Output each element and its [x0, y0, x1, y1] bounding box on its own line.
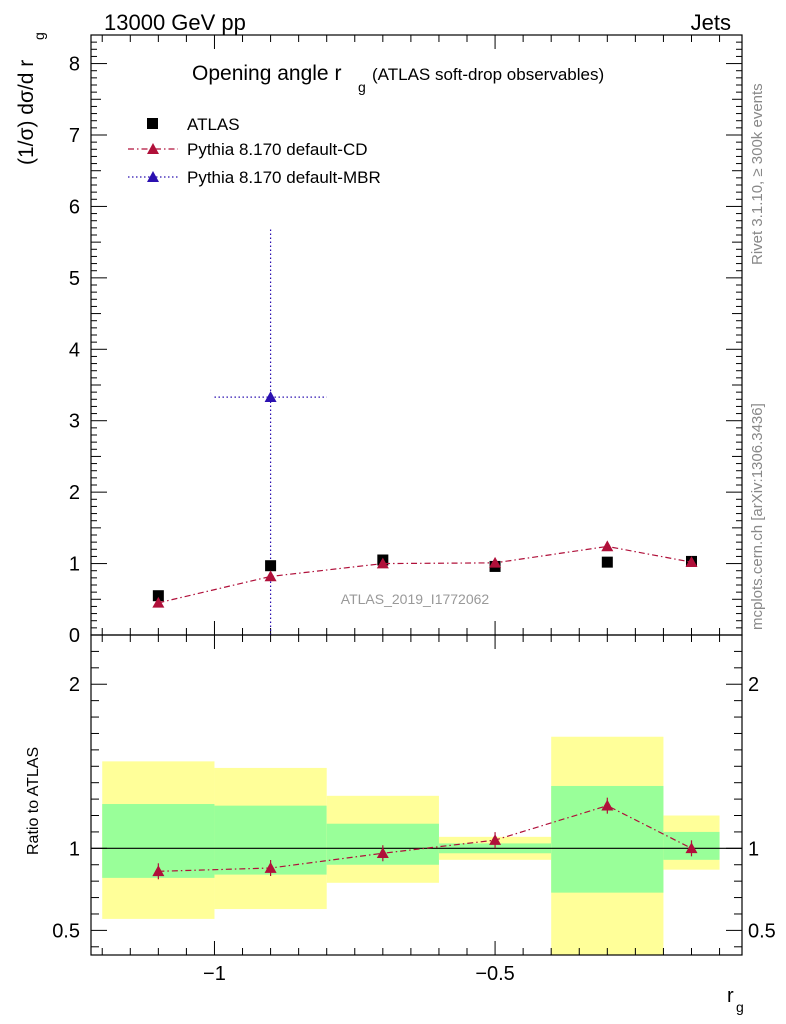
cd-ratio-point — [264, 862, 277, 873]
cd-ratio-point — [489, 834, 502, 845]
analysis-watermark: ATLAS_2019_I1772062 — [341, 591, 490, 607]
ratio-y-tick-label: 2 — [69, 674, 80, 696]
legend: ATLAS Pythia 8.170 default-CD Pythia 8.1… — [128, 115, 381, 187]
cd-ratio-point — [601, 799, 614, 811]
cd-point — [601, 540, 614, 552]
ratio-y-tick-label: 0.5 — [52, 920, 80, 942]
legend-label-mbr: Pythia 8.170 default-MBR — [187, 168, 381, 187]
plot-title-main: Opening angle r — [192, 62, 341, 85]
cd-point — [376, 557, 389, 569]
ratio-frame — [90, 634, 743, 956]
y-tick-label: 1 — [69, 554, 80, 576]
cd-point — [489, 556, 502, 568]
legend-marker-atlas — [147, 118, 158, 129]
y-tick-label: 4 — [69, 339, 80, 361]
x-tick-label: −0.5 — [475, 963, 514, 985]
x-tick-label: −1 — [203, 963, 226, 985]
cd-point — [264, 570, 277, 582]
legend-marker-cd — [147, 143, 159, 154]
y-tick-label: 6 — [69, 196, 80, 218]
mbr-point — [264, 391, 277, 402]
main-ylabel: (1/σ) dσ/d r — [15, 60, 38, 165]
cd-point — [685, 556, 698, 567]
plot-title-sub: g — [358, 79, 366, 95]
atlas-point — [152, 590, 164, 602]
ratio-y-tick-label-right: 0.5 — [748, 920, 776, 942]
ratio-y-tick-label: 1 — [69, 838, 80, 860]
legend-label-cd: Pythia 8.170 default-CD — [187, 140, 368, 159]
cd-ratio-point — [376, 847, 389, 859]
cd-ratio-point — [685, 842, 698, 854]
cd-ratio-point — [152, 865, 165, 877]
energy-label: 13000 GeV pp — [104, 10, 246, 35]
cd-point — [152, 596, 165, 608]
ratio-xlabel: r — [727, 985, 734, 1007]
y-tick-label: 0 — [69, 625, 80, 647]
jets-label: Jets — [691, 10, 731, 35]
main-ylabel-text: (1/σ) dσ/d r — [15, 60, 38, 165]
rivet-label: Rivet 3.1.10, ≥ 300k events — [749, 83, 766, 265]
ratio-y-tick-label-right: 1 — [748, 838, 759, 860]
legend-label-atlas: ATLAS — [187, 115, 240, 134]
atlas-point — [265, 560, 277, 572]
ratio-ylabel: Ratio to ATLAS — [25, 747, 42, 855]
mcplots-label: mcplots.cern.ch [arXiv:1306.3436] — [749, 403, 766, 630]
y-tick-label: 8 — [69, 54, 80, 76]
ratio-xlabel-sub: g — [736, 999, 744, 1015]
y-tick-label: 5 — [69, 268, 80, 290]
y-tick-label: 3 — [69, 411, 80, 433]
y-tick-label: 2 — [69, 482, 80, 504]
legend-marker-mbr — [147, 171, 159, 182]
plot-title: Opening angle r — [192, 62, 341, 85]
y-tick-label: 7 — [69, 125, 80, 147]
main-plot-area: 0 1 2 3 4 5 6 7 8 — [69, 34, 743, 647]
ratio-plot-area: −1 −0.5 0.5 0.5 1 1 2 2 — [52, 634, 776, 985]
atlas-point — [601, 556, 613, 568]
ratio-y-tick-label-right: 2 — [748, 674, 759, 696]
plot-title-rest: (ATLAS soft-drop observables) — [372, 65, 604, 84]
main-ylabel-sub: g — [31, 32, 47, 40]
cd-line — [158, 545, 692, 604]
